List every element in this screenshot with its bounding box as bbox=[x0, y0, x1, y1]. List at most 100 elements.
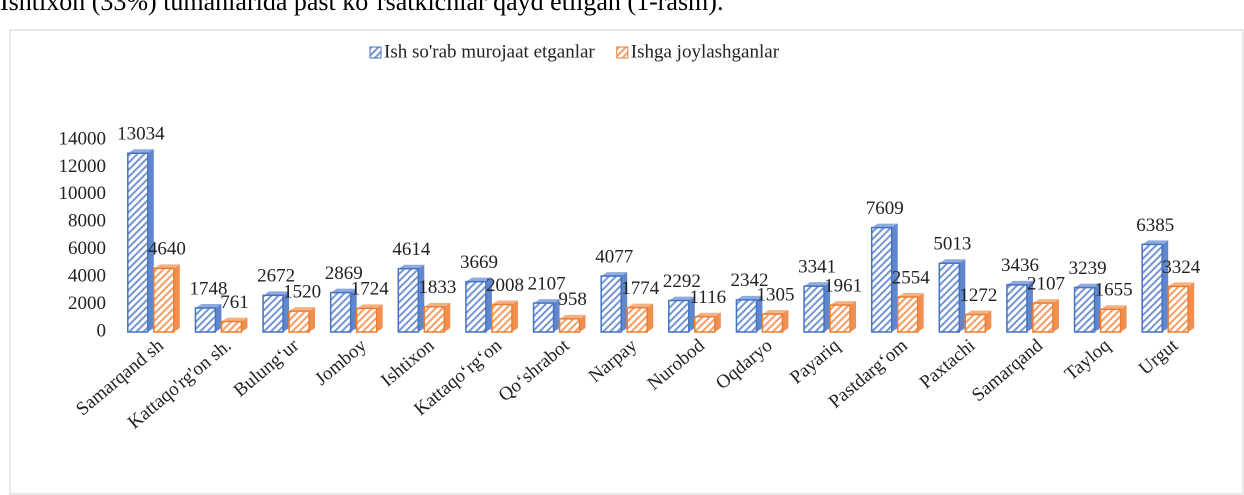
bar bbox=[829, 301, 857, 333]
y-tick-label: 2000 bbox=[68, 293, 106, 314]
data-label: 2008 bbox=[486, 275, 524, 296]
bar-top bbox=[1074, 283, 1101, 288]
legend-swatch bbox=[616, 46, 629, 59]
bar bbox=[626, 303, 654, 333]
data-label: 5013 bbox=[933, 234, 971, 255]
bar-front bbox=[355, 307, 378, 333]
data-label: 3436 bbox=[1001, 255, 1039, 276]
bar-top bbox=[289, 307, 316, 312]
bar-front bbox=[1099, 308, 1122, 333]
bar-side bbox=[688, 296, 695, 332]
bar-top bbox=[965, 310, 992, 315]
bar-front bbox=[1073, 286, 1096, 333]
data-label: 1724 bbox=[351, 279, 390, 300]
bar-top bbox=[424, 302, 451, 307]
bar-side bbox=[579, 314, 586, 332]
y-tick-label: 6000 bbox=[68, 238, 106, 259]
bar bbox=[153, 264, 180, 333]
bar-front bbox=[465, 280, 487, 333]
bar-top bbox=[871, 223, 898, 228]
bar bbox=[1167, 282, 1195, 333]
bar-side bbox=[485, 277, 492, 332]
bar bbox=[668, 296, 695, 333]
bar-front bbox=[127, 152, 149, 333]
bar bbox=[423, 302, 451, 333]
bar-front bbox=[1141, 243, 1163, 333]
bar-side bbox=[621, 272, 628, 332]
bar-side bbox=[1094, 283, 1101, 332]
bar-top bbox=[398, 264, 425, 269]
bar-top bbox=[601, 272, 628, 277]
data-label: 1748 bbox=[189, 278, 227, 299]
bar-side bbox=[418, 264, 425, 332]
data-label: 2554 bbox=[892, 267, 931, 288]
bar-top bbox=[263, 291, 290, 296]
bar-front bbox=[735, 299, 758, 333]
chart-frame bbox=[9, 29, 1244, 495]
data-label: 1833 bbox=[418, 277, 456, 298]
bar-top bbox=[1142, 240, 1169, 245]
bar-side bbox=[1188, 282, 1195, 332]
bar-top bbox=[830, 301, 857, 306]
data-label: 3669 bbox=[460, 252, 498, 273]
data-label: 3239 bbox=[1069, 258, 1107, 279]
data-label: 2107 bbox=[528, 273, 566, 294]
y-tick-label: 10000 bbox=[59, 183, 107, 204]
bar-side bbox=[1162, 240, 1169, 332]
bar bbox=[1141, 240, 1169, 333]
bar bbox=[600, 272, 628, 333]
data-label: 1961 bbox=[824, 275, 862, 296]
bar-front bbox=[1032, 302, 1054, 333]
bar-side bbox=[147, 149, 154, 332]
bar-top bbox=[330, 288, 357, 293]
bar-side bbox=[444, 302, 451, 332]
bar-top bbox=[1168, 282, 1195, 287]
data-label: 1305 bbox=[756, 284, 794, 305]
bar-side bbox=[824, 282, 831, 332]
bar-front bbox=[153, 267, 175, 333]
bar bbox=[761, 310, 789, 333]
bar bbox=[194, 304, 222, 333]
bar bbox=[288, 307, 316, 333]
bar-front bbox=[626, 306, 648, 333]
bar-top bbox=[939, 259, 966, 264]
data-label: 2342 bbox=[730, 270, 768, 291]
bar-side bbox=[1120, 305, 1127, 332]
bar-front bbox=[600, 275, 622, 333]
data-label: 1655 bbox=[1095, 280, 1133, 301]
bar-front bbox=[288, 310, 310, 333]
data-label: 1272 bbox=[959, 285, 997, 306]
bar-side bbox=[511, 300, 518, 332]
bar-side bbox=[553, 299, 560, 332]
bar-top bbox=[1032, 299, 1059, 304]
data-label: 1520 bbox=[283, 282, 321, 303]
bar-front bbox=[532, 302, 555, 333]
bar-side bbox=[1052, 299, 1059, 332]
paragraph: Ishtixon (33%) tumanlarida past ko‘rsatk… bbox=[0, 0, 724, 16]
data-label: 4077 bbox=[595, 246, 633, 267]
bar bbox=[558, 314, 586, 333]
bar-top bbox=[153, 264, 180, 269]
bar-front bbox=[896, 296, 919, 333]
y-tick-label: 4000 bbox=[68, 266, 106, 287]
bar bbox=[465, 277, 492, 333]
data-label: 13034 bbox=[117, 124, 165, 145]
bar bbox=[1099, 305, 1127, 333]
bar bbox=[694, 312, 721, 333]
bar-top bbox=[356, 304, 383, 309]
data-label: 4640 bbox=[148, 239, 186, 260]
bar-front bbox=[1167, 285, 1189, 333]
data-label: 2107 bbox=[1027, 273, 1065, 294]
bar-side bbox=[782, 310, 789, 332]
bar-top bbox=[668, 296, 695, 301]
y-tick-label: 0 bbox=[97, 320, 107, 341]
bar-front bbox=[220, 320, 243, 333]
bar bbox=[397, 264, 425, 333]
bar-front bbox=[329, 291, 352, 333]
data-label: 7609 bbox=[866, 198, 904, 219]
bar-top bbox=[897, 292, 924, 297]
bar-front bbox=[964, 313, 987, 333]
bar-front bbox=[761, 313, 784, 333]
